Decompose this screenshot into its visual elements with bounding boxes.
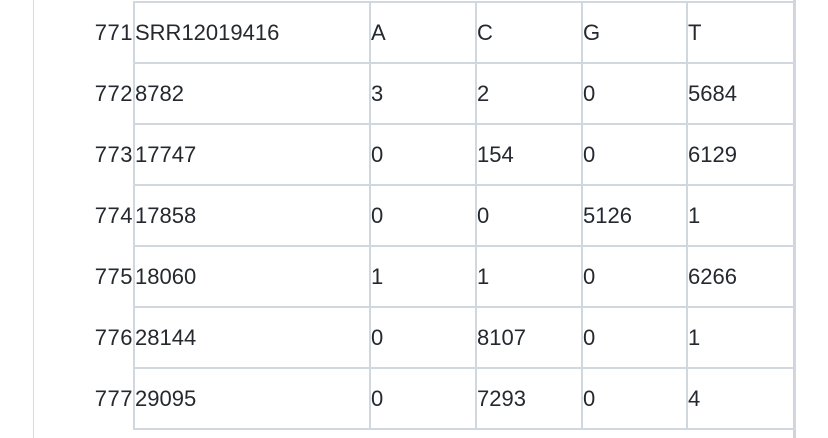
- line-number[interactable]: 772: [34, 63, 135, 124]
- table-cell: A: [370, 1, 477, 64]
- table-cell: 29095: [134, 368, 371, 430]
- table-cell: 28144: [134, 307, 371, 369]
- line-number[interactable]: 774: [34, 185, 135, 246]
- line-number[interactable]: 776: [34, 307, 135, 368]
- table-cell: 1: [687, 307, 796, 369]
- data-table: 771 SRR12019416 A C G T 772 8782 3 2 0 5…: [34, 1, 796, 430]
- table-row: 775 18060 1 1 0 6266: [34, 246, 796, 308]
- line-number[interactable]: 775: [34, 246, 135, 307]
- table-row: 771 SRR12019416 A C G T: [34, 1, 796, 64]
- table-cell: G: [582, 1, 688, 64]
- table-cell: 2: [476, 63, 583, 125]
- table-cell: 3: [370, 63, 477, 125]
- table-cell: 6129: [687, 124, 796, 186]
- table-cell: 4: [687, 368, 796, 430]
- table-cell: 0: [370, 185, 477, 247]
- table-row: 773 17747 0 154 0 6129: [34, 124, 796, 186]
- table-row: 772 8782 3 2 0 5684: [34, 63, 796, 125]
- table-cell: 17747: [134, 124, 371, 186]
- table-cell: C: [476, 1, 583, 64]
- table-cell: 6266: [687, 246, 796, 308]
- table-row: 776 28144 0 8107 0 1: [34, 307, 796, 369]
- table-row: 777 29095 0 7293 0 4: [34, 368, 796, 430]
- table-cell: 1: [687, 185, 796, 247]
- table-cell: 1: [370, 246, 477, 308]
- table-cell: T: [687, 1, 796, 64]
- table-cell: 18060: [134, 246, 371, 308]
- table-cell: 8782: [134, 63, 371, 125]
- table-cell: 0: [582, 368, 688, 430]
- table-cell: 5684: [687, 63, 796, 125]
- line-number[interactable]: 773: [34, 124, 135, 185]
- table-cell: 8107: [476, 307, 583, 369]
- table-cell: 7293: [476, 368, 583, 430]
- table-cell: SRR12019416: [134, 1, 371, 64]
- table-cell: 154: [476, 124, 583, 186]
- line-number[interactable]: 777: [34, 368, 135, 429]
- table-cell: 0: [370, 307, 477, 369]
- table-cell: 1: [476, 246, 583, 308]
- table-left-border: [33, 0, 34, 438]
- table-cell: 5126: [582, 185, 688, 247]
- table-cell: 0: [582, 307, 688, 369]
- table-cell: 0: [476, 185, 583, 247]
- table-row: 774 17858 0 0 5126 1: [34, 185, 796, 247]
- table-cell: 0: [582, 63, 688, 125]
- table-cell: 0: [370, 124, 477, 186]
- table-cell: 0: [582, 124, 688, 186]
- table-cell: 0: [582, 246, 688, 308]
- line-number[interactable]: 771: [34, 2, 135, 63]
- table-cell: 17858: [134, 185, 371, 247]
- table-cell: 0: [370, 368, 477, 430]
